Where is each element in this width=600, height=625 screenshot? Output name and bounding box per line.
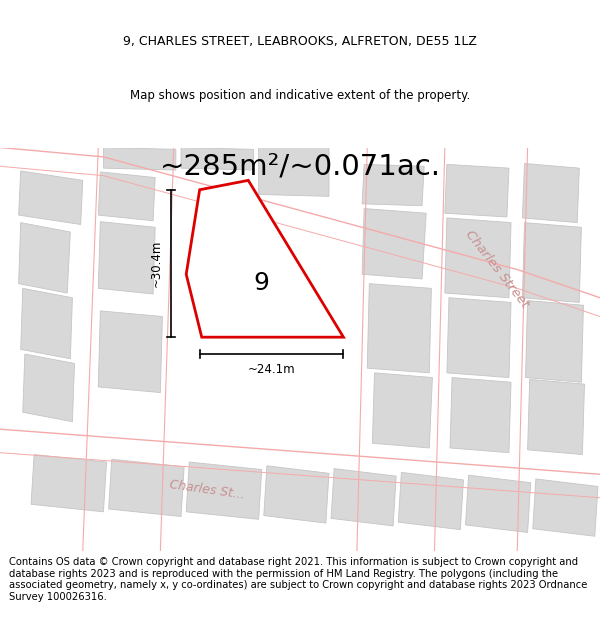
- Polygon shape: [259, 146, 329, 196]
- Polygon shape: [186, 462, 262, 519]
- Polygon shape: [373, 373, 433, 448]
- Polygon shape: [533, 479, 598, 536]
- Polygon shape: [31, 454, 107, 512]
- Text: Charles St...: Charles St...: [169, 479, 245, 502]
- Polygon shape: [523, 222, 581, 302]
- Polygon shape: [466, 475, 530, 532]
- Polygon shape: [523, 164, 580, 222]
- Text: Charles Street: Charles Street: [462, 228, 531, 311]
- Polygon shape: [526, 301, 583, 382]
- Polygon shape: [186, 181, 343, 337]
- Polygon shape: [23, 354, 74, 422]
- Text: Contains OS data © Crown copyright and database right 2021. This information is : Contains OS data © Crown copyright and d…: [9, 557, 587, 602]
- Polygon shape: [98, 222, 155, 294]
- Polygon shape: [367, 284, 431, 373]
- Polygon shape: [527, 379, 584, 454]
- Polygon shape: [19, 222, 70, 293]
- Polygon shape: [331, 469, 396, 526]
- Polygon shape: [264, 466, 329, 523]
- Polygon shape: [98, 311, 163, 392]
- Polygon shape: [450, 378, 511, 452]
- Polygon shape: [445, 164, 509, 217]
- Polygon shape: [181, 148, 253, 170]
- Text: ~24.1m: ~24.1m: [248, 362, 295, 376]
- Polygon shape: [19, 171, 83, 224]
- Text: 9, CHARLES STREET, LEABROOKS, ALFRETON, DE55 1LZ: 9, CHARLES STREET, LEABROOKS, ALFRETON, …: [123, 35, 477, 48]
- Text: 9: 9: [254, 271, 269, 294]
- Polygon shape: [103, 148, 176, 170]
- Polygon shape: [362, 209, 426, 279]
- Text: ~285m²/~0.071ac.: ~285m²/~0.071ac.: [160, 152, 440, 180]
- Polygon shape: [445, 218, 511, 298]
- Polygon shape: [20, 288, 73, 359]
- Polygon shape: [362, 164, 424, 206]
- Text: Map shows position and indicative extent of the property.: Map shows position and indicative extent…: [130, 89, 470, 102]
- Text: ~30.4m: ~30.4m: [150, 240, 163, 287]
- Polygon shape: [398, 472, 463, 529]
- Polygon shape: [109, 459, 184, 516]
- Polygon shape: [98, 172, 155, 221]
- Polygon shape: [447, 298, 511, 378]
